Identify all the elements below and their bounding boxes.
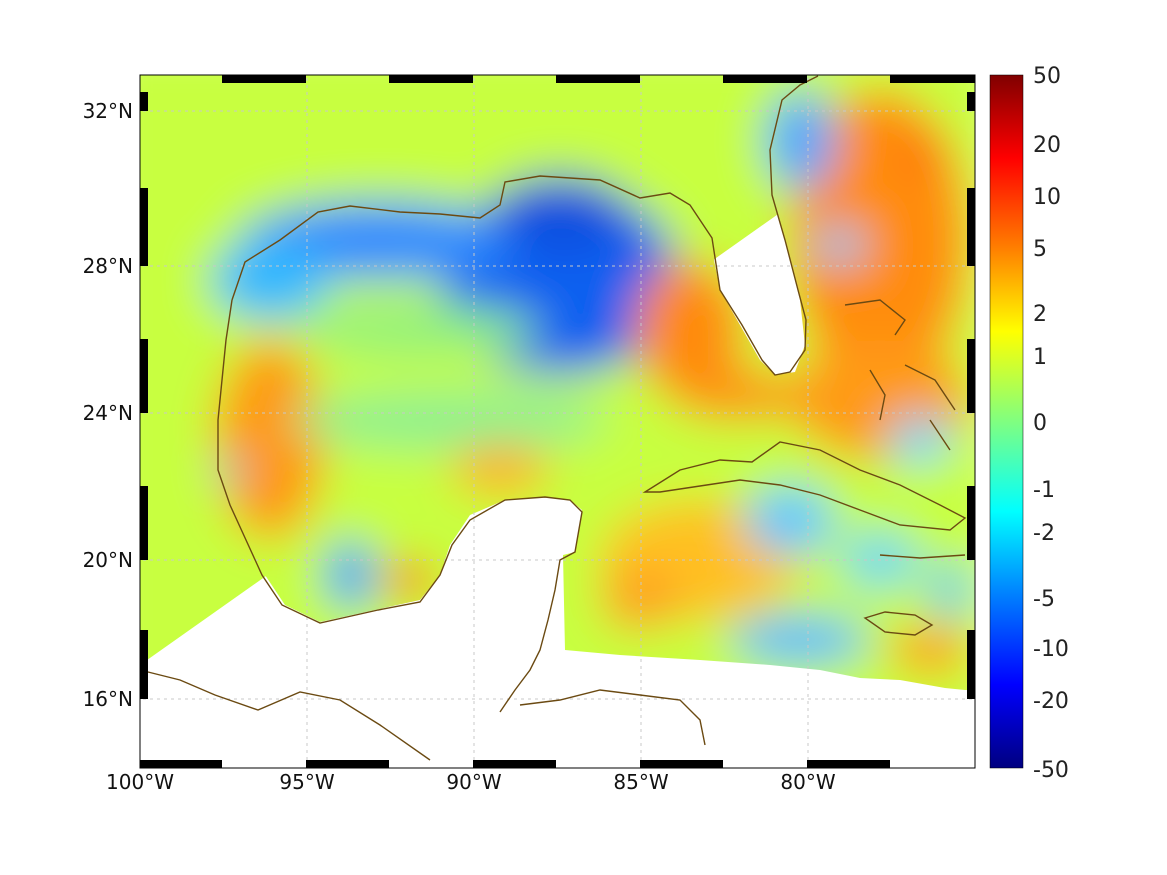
coastlines bbox=[139, 75, 967, 761]
colorbar-label: 1 bbox=[1033, 345, 1047, 370]
lat-tick-label: 20°N bbox=[83, 548, 133, 572]
colorbar-label: -20 bbox=[1033, 689, 1069, 714]
bahamas bbox=[844, 299, 956, 451]
colorbar-gradient bbox=[989, 74, 1024, 769]
colorbar-label: -5 bbox=[1033, 587, 1055, 612]
jamaica bbox=[863, 611, 934, 636]
colorbar-label: 5 bbox=[1033, 237, 1047, 262]
lon-tick-label: 95°W bbox=[279, 770, 334, 794]
honduras-coast bbox=[519, 689, 706, 746]
lat-tick-label: 32°N bbox=[83, 99, 133, 123]
gulf-coast bbox=[231, 75, 819, 376]
lon-tick-labels: 100°W 95°W 90°W 85°W 80°W bbox=[106, 770, 836, 794]
map-frame bbox=[139, 74, 976, 769]
data-field bbox=[140, 75, 975, 690]
lon-tick-label: 85°W bbox=[613, 770, 668, 794]
gridlines bbox=[143, 78, 972, 766]
colorbar-label: -50 bbox=[1033, 758, 1069, 783]
lat-tick-label: 16°N bbox=[83, 687, 133, 711]
colorbar-label: 0 bbox=[1033, 411, 1047, 436]
lon-tick-label: 80°W bbox=[780, 770, 835, 794]
west-coast bbox=[217, 299, 583, 713]
colorbar-label: 20 bbox=[1033, 133, 1061, 158]
colorbar: 50 20 10 5 2 1 0 -1 -2 -5 -10 -20 -50 bbox=[989, 64, 1069, 783]
lat-tick-label: 28°N bbox=[83, 254, 133, 278]
colorbar-label: 10 bbox=[1033, 185, 1061, 210]
colorbar-label: -1 bbox=[1033, 478, 1055, 503]
colorbar-label: -10 bbox=[1033, 637, 1069, 662]
colorbar-label: 2 bbox=[1033, 302, 1047, 327]
central-america bbox=[139, 669, 431, 761]
lon-tick-label: 100°W bbox=[106, 770, 174, 794]
lat-tick-labels: 32°N 28°N 24°N 20°N 16°N bbox=[83, 99, 133, 711]
lon-tick-label: 90°W bbox=[446, 770, 501, 794]
hispaniola bbox=[879, 554, 966, 559]
cuba bbox=[642, 441, 967, 531]
lat-tick-label: 24°N bbox=[83, 401, 133, 425]
colorbar-label: 50 bbox=[1033, 64, 1061, 89]
colorbar-label: -2 bbox=[1033, 521, 1055, 546]
